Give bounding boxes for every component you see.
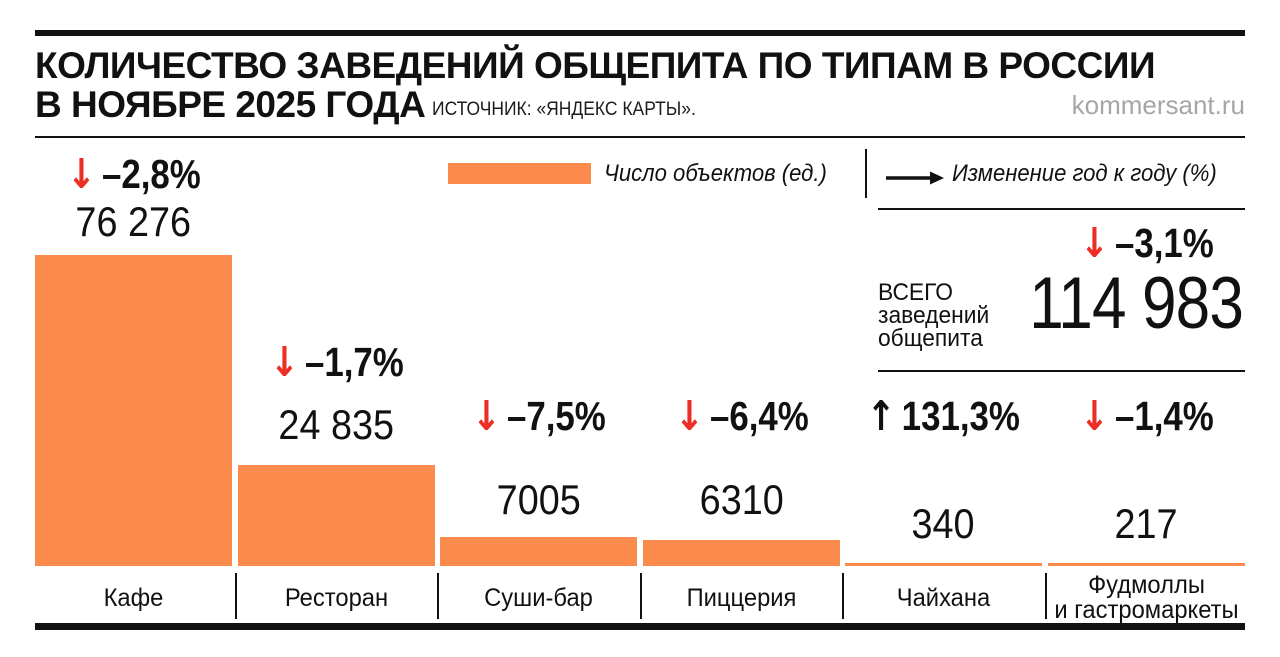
header-rule bbox=[35, 136, 1245, 138]
axis-tick bbox=[1045, 573, 1047, 619]
column-pizzeria: ↓ –6,4% 6310 bbox=[643, 0, 840, 657]
bottom-rule bbox=[35, 623, 1245, 630]
axis-tick bbox=[235, 573, 237, 619]
axis-tick bbox=[437, 573, 439, 619]
trend-arrow-icon: ↓ bbox=[471, 392, 501, 440]
trend-arrow-icon: ↑ bbox=[866, 392, 897, 440]
change-badge: ↓ –1,4% bbox=[1048, 394, 1245, 438]
change-value: –2,8% bbox=[101, 151, 201, 197]
bar-value: 24 835 bbox=[278, 401, 395, 448]
total-value: 114 983 bbox=[1029, 263, 1244, 344]
site-credit: kommersant.ru bbox=[1071, 90, 1245, 120]
page-title-line2: В НОЯБРЕ 2025 ГОДА bbox=[35, 84, 426, 125]
category-label-sushi-bar: Суши-бар bbox=[484, 583, 593, 612]
change-value: –6,4% bbox=[709, 393, 809, 439]
right-arrow-icon bbox=[886, 170, 944, 191]
bar bbox=[643, 540, 840, 566]
category-label-pizzeria: Пиццерия bbox=[686, 583, 797, 612]
bar-value: 7005 bbox=[496, 476, 581, 523]
trend-arrow-icon: ↓ bbox=[1079, 392, 1109, 440]
category-label-chaihana: Чайхана bbox=[896, 583, 991, 612]
change-badge: ↓ –2,8% bbox=[35, 152, 232, 196]
bar-value: 217 bbox=[1114, 500, 1179, 547]
change-value: –1,4% bbox=[1114, 393, 1214, 439]
axis-tick bbox=[842, 573, 844, 619]
bar bbox=[845, 563, 1042, 566]
column-sushi-bar: ↓ –7,5% 7005 bbox=[440, 0, 637, 657]
source-note: ИСТОЧНИК: «ЯНДЕКС КАРТЫ». bbox=[432, 99, 696, 120]
axis-tick bbox=[640, 573, 642, 619]
column-chaihana: ↑ 131,3% 340 bbox=[845, 0, 1042, 657]
column-foodmalls: ↓ –1,4% 217 bbox=[1048, 0, 1245, 657]
change-badge: ↓ –1,7% bbox=[238, 340, 435, 384]
category-label-cafe: Кафе bbox=[103, 583, 164, 612]
total-label: ВСЕГО заведений общепита bbox=[878, 279, 990, 352]
legend-divider bbox=[865, 149, 867, 198]
legend-bar-label: Число объектов (ед.) bbox=[604, 160, 827, 187]
column-restoran: ↓ –1,7% 24 835 bbox=[238, 0, 435, 657]
trend-arrow-icon: ↓ bbox=[269, 338, 299, 386]
trend-arrow-icon: ↓ bbox=[674, 392, 704, 440]
change-value: 131,3% bbox=[901, 393, 1021, 439]
change-value: –7,5% bbox=[506, 393, 606, 439]
change-badge: ↓ –7,5% bbox=[440, 394, 637, 438]
page-title-line1: КОЛИЧЕСТВО ЗАВЕДЕНИЙ ОБЩЕПИТА ПО ТИПАМ В… bbox=[35, 45, 1156, 86]
bar-value: 340 bbox=[911, 500, 976, 547]
legend-bar-swatch bbox=[448, 163, 591, 184]
change-badge: ↑ 131,3% bbox=[845, 394, 1042, 438]
bar bbox=[1048, 563, 1245, 566]
bar bbox=[440, 537, 637, 566]
category-label-foodmalls: Фудмоллы и гастромаркеты bbox=[1054, 571, 1239, 624]
top-rule bbox=[35, 30, 1245, 36]
total-change-badge: ↓ –3,1% bbox=[1048, 221, 1245, 265]
category-label-restoran: Ресторан bbox=[284, 583, 389, 612]
bar bbox=[238, 465, 435, 566]
bar bbox=[35, 255, 232, 566]
column-cafe: ↓ –2,8% 76 276 bbox=[35, 0, 232, 657]
bar-value: 76 276 bbox=[75, 198, 192, 245]
trend-arrow-icon: ↓ bbox=[66, 150, 96, 198]
change-value: –1,7% bbox=[304, 339, 404, 385]
summary-bottom-rule bbox=[878, 370, 1245, 372]
legend-change-label: Изменение год к году (%) bbox=[952, 160, 1217, 187]
trend-arrow-icon: ↓ bbox=[1079, 219, 1109, 267]
total-change-value: –3,1% bbox=[1114, 220, 1214, 266]
summary-top-rule bbox=[878, 208, 1245, 210]
bar-value: 6310 bbox=[699, 476, 784, 523]
change-badge: ↓ –6,4% bbox=[643, 394, 840, 438]
